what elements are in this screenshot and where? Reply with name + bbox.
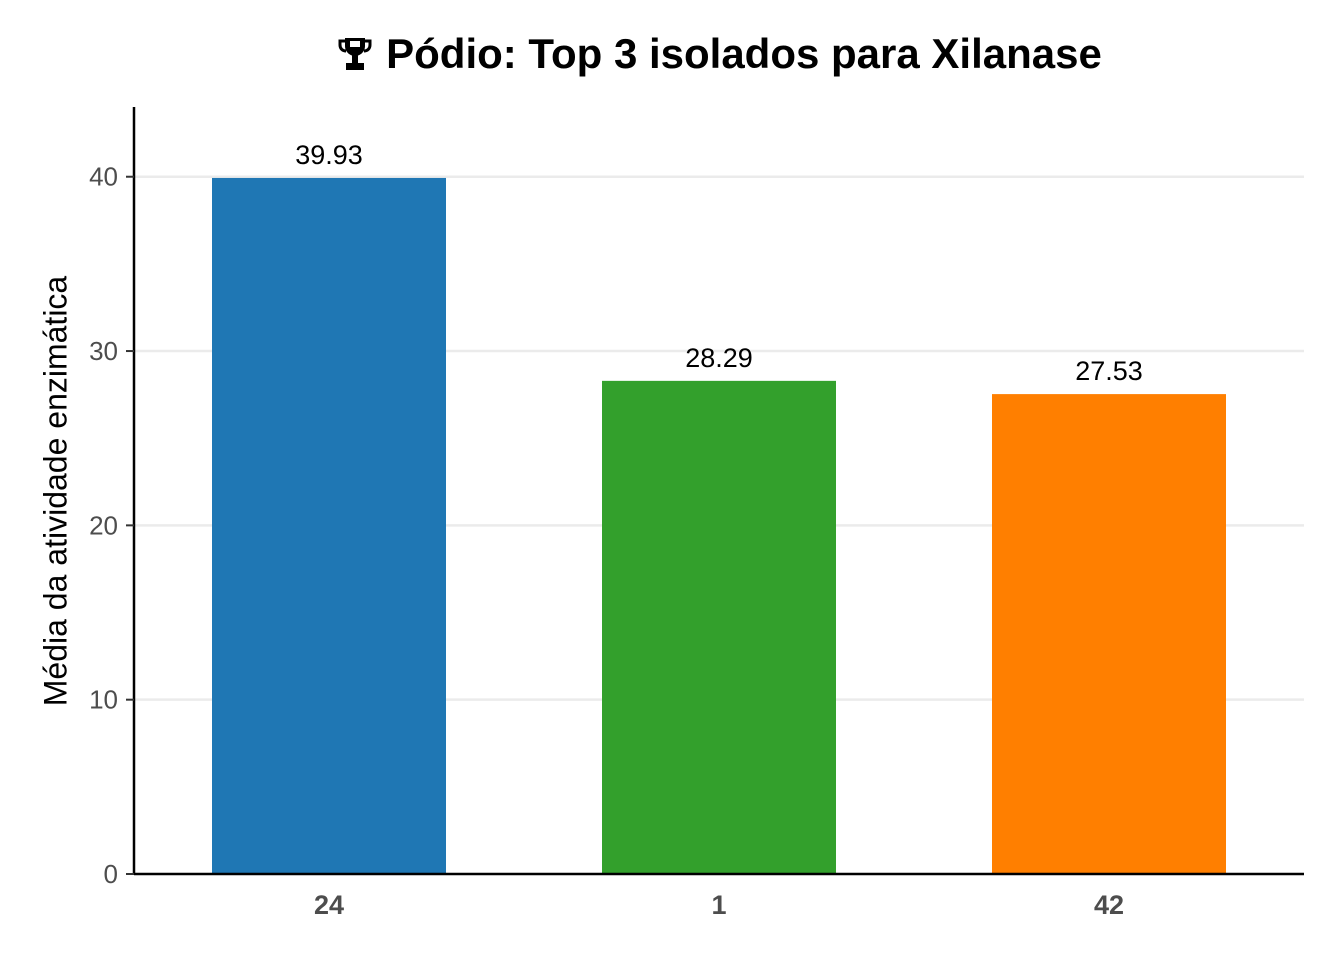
trophy-icon	[338, 34, 372, 82]
data-labels: 39.93 28.29 27.53	[295, 140, 1143, 386]
axes	[132, 107, 1304, 876]
tick-labels: 0 10 20 30 40 24 1 42	[89, 162, 1124, 920]
y-tick-label: 20	[89, 510, 118, 540]
y-tick-label: 40	[89, 162, 118, 192]
y-tick-label: 10	[89, 685, 118, 715]
data-label: 28.29	[685, 343, 753, 373]
bar	[992, 394, 1226, 874]
chart-title-text: Pódio: Top 3 isolados para Xilanase	[386, 30, 1102, 77]
chart-title: Pódio: Top 3 isolados para Xilanase	[0, 30, 1344, 82]
bar	[212, 177, 446, 874]
y-tick-label: 30	[89, 336, 118, 366]
x-tick-label: 42	[1094, 890, 1124, 920]
x-tick-label: 1	[711, 890, 726, 920]
x-tick-label: 24	[314, 890, 344, 920]
data-label: 27.53	[1075, 356, 1143, 386]
bars	[212, 177, 1226, 874]
data-label: 39.93	[295, 140, 363, 170]
bar	[602, 380, 836, 874]
y-tick-label: 0	[104, 859, 118, 889]
